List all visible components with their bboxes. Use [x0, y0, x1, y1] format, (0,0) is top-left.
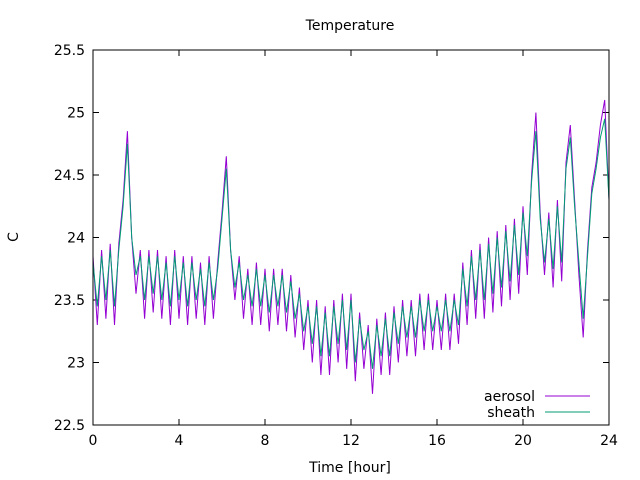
x-axis-label: Time [hour] — [308, 460, 391, 476]
x-tick-label: 16 — [428, 433, 446, 449]
x-tick-label: 20 — [514, 433, 532, 449]
x-tick-label: 8 — [261, 433, 270, 449]
legend-label-aerosol: aerosol — [484, 389, 535, 405]
chart-title: Temperature — [305, 18, 395, 34]
series-line-sheath — [92, 118, 610, 369]
x-tick-label: 12 — [342, 433, 360, 449]
y-tick-label: 23 — [67, 356, 85, 372]
series-line-aerosol — [92, 99, 610, 394]
y-tick-label: 23.5 — [54, 293, 85, 309]
x-tick-label: 24 — [600, 433, 618, 449]
y-tick-label: 25.5 — [54, 43, 85, 59]
x-tick-label: 0 — [89, 433, 98, 449]
y-tick-label: 25 — [67, 106, 85, 122]
plot-frame — [92, 49, 610, 426]
legend-label-sheath: sheath — [487, 405, 535, 421]
y-tick-label: 24.5 — [54, 168, 85, 184]
y-tick-label: 22.5 — [54, 418, 85, 434]
x-tick-label: 4 — [175, 433, 184, 449]
y-tick-label: 24 — [67, 231, 85, 247]
y-axis-label: C — [6, 232, 22, 242]
